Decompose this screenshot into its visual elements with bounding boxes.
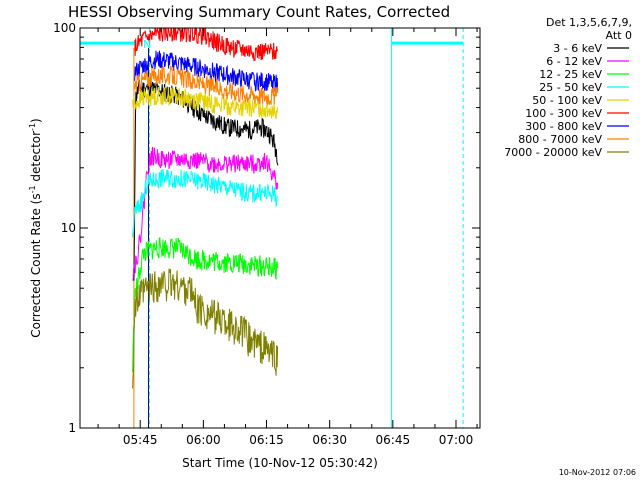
cyan-marker-label: N [143, 38, 151, 51]
x-tick-label: 06:15 [249, 433, 284, 447]
series-line-1 [132, 146, 279, 281]
legend-label-4: 50 - 100 keV [532, 94, 602, 107]
legend-label-7: 800 - 7000 keV [518, 133, 602, 146]
series-line-5 [134, 28, 279, 62]
legend-title-line-1: Det 1,3,5,6,7,9, [546, 16, 632, 29]
legend-label-5: 100 - 300 keV [525, 107, 602, 120]
x-tick-label: 07:00 [439, 433, 474, 447]
x-tick-label: 06:00 [186, 433, 221, 447]
legend-label-8: 7000 - 20000 keV [504, 146, 602, 159]
footer-timestamp: 10-Nov-2012 07:06 [559, 468, 636, 477]
series-line-4 [132, 86, 279, 120]
chart-title: HESSI Observing Summary Count Rates, Cor… [68, 3, 450, 21]
series-line-2 [132, 237, 279, 373]
plot-area: N [80, 28, 464, 428]
y-tick-label: 10 [61, 221, 76, 235]
y-tick-label: 100 [53, 21, 76, 35]
y-tick-label: 1 [68, 421, 76, 435]
x-axis-label: Start Time (10-Nov-12 05:30:42) [182, 456, 378, 470]
legend-title-line-2: Att 0 [606, 29, 632, 42]
axes: 100 10 1 05:45 06:00 06:15 06:30 06:45 07:00 [53, 21, 481, 447]
x-tick-label: 06:30 [312, 433, 347, 447]
legend-label-0: 3 - 6 keV [553, 42, 602, 55]
legend-label-3: 25 - 50 keV [539, 81, 602, 94]
x-tick-label: 06:45 [376, 433, 411, 447]
x-tick-label: 05:45 [123, 433, 158, 447]
y-axis-label: Corrected Count Rate (s-1 detector-1) [28, 118, 43, 337]
legend-label-6: 300 - 800 keV [525, 120, 602, 133]
series-line-6 [134, 50, 279, 93]
series-group: N [80, 28, 464, 428]
legend-label-1: 6 - 12 keV [546, 55, 602, 68]
series-line-3 [132, 168, 278, 238]
legend-label-2: 12 - 25 keV [539, 68, 602, 81]
series-line-7 [134, 65, 279, 106]
series-line-8 [132, 268, 279, 389]
